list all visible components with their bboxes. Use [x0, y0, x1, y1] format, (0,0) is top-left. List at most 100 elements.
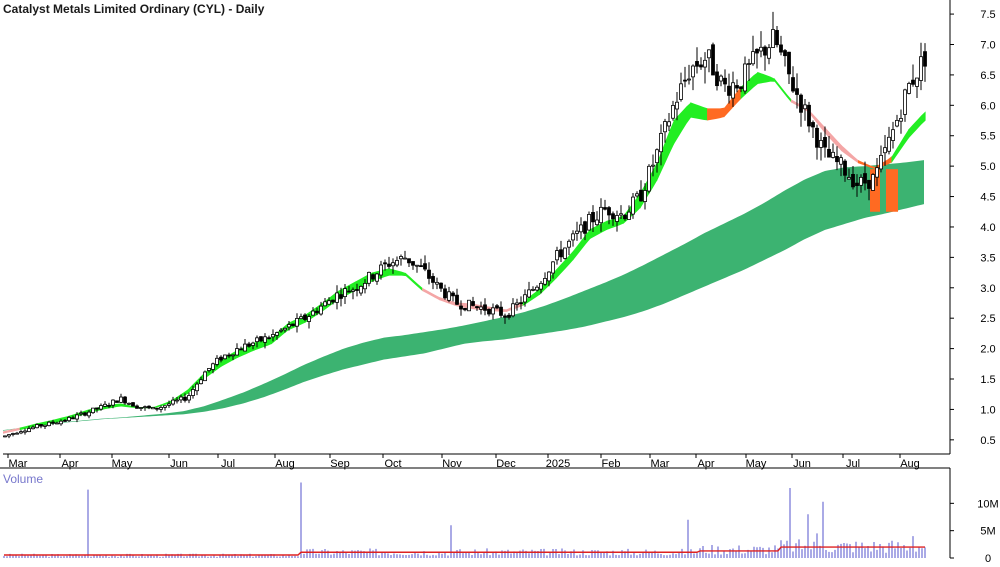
candle-body	[463, 307, 467, 311]
price-y-tick-label: 4.0	[980, 222, 995, 234]
candle-body	[919, 56, 923, 81]
candle-body	[619, 213, 623, 216]
candle-body	[51, 421, 55, 424]
candle-body	[691, 65, 695, 78]
candle-body	[539, 282, 543, 290]
volume-y-tick-label: 5M	[980, 526, 995, 538]
candle-body	[115, 400, 119, 403]
candle-body	[783, 50, 787, 57]
candle-body	[39, 424, 43, 427]
candle-body	[339, 294, 343, 299]
candle-body	[875, 167, 879, 178]
candle-body	[95, 407, 99, 410]
candle-body	[683, 79, 687, 82]
candle-body	[99, 405, 103, 410]
candle-body	[575, 230, 579, 234]
candle-body	[507, 314, 511, 318]
short-term-band-segment	[707, 107, 725, 121]
candle-body	[907, 83, 911, 94]
candle-body	[331, 299, 335, 303]
candle-body	[555, 250, 559, 261]
candle-body	[443, 288, 447, 299]
candle-body	[151, 407, 155, 410]
candle-body	[695, 61, 699, 67]
candle-body	[279, 329, 283, 332]
candle-body	[403, 257, 407, 260]
candle-body	[547, 271, 551, 282]
x-tick-label: Jul	[846, 458, 860, 470]
candle-body	[811, 122, 815, 128]
candle-body	[663, 121, 667, 133]
candle-body	[843, 160, 847, 176]
candle-body	[563, 247, 567, 259]
candle-body	[847, 177, 851, 180]
candle-body	[675, 101, 679, 110]
candle-body	[283, 327, 287, 331]
candle-body	[383, 262, 387, 265]
short-term-band-segment	[187, 372, 205, 395]
candle-body	[515, 302, 519, 305]
candle-body	[87, 411, 91, 417]
candle-body	[871, 174, 875, 191]
candle-body	[639, 189, 643, 202]
price-y-tick-label: 0.5	[980, 435, 995, 447]
candle-body	[175, 399, 179, 402]
candle-body	[767, 47, 771, 59]
short-term-band-segment	[405, 272, 423, 292]
price-y-tick-label: 1.0	[980, 404, 995, 416]
candle-body	[763, 46, 767, 56]
candle-body	[583, 221, 587, 234]
short-term-band-highlight	[886, 169, 898, 212]
candle-body	[851, 174, 855, 188]
short-term-band-segment	[271, 322, 289, 345]
candle-body	[895, 120, 899, 127]
candle-body	[123, 396, 127, 404]
candle-body	[387, 263, 391, 267]
candle-body	[699, 64, 703, 68]
candle-body	[519, 302, 523, 305]
candle-body	[859, 176, 863, 186]
candle-body	[607, 207, 611, 216]
candle-body	[411, 261, 415, 266]
candle-body	[475, 306, 479, 309]
price-y-tick-label: 5.5	[980, 131, 995, 143]
candle-body	[447, 291, 451, 301]
candle-body	[71, 417, 75, 420]
x-tick-label: Apr	[61, 458, 78, 470]
candle-body	[511, 303, 515, 317]
candle-body	[155, 407, 159, 410]
candle-body	[171, 399, 175, 405]
candle-body	[179, 396, 183, 401]
candle-body	[747, 63, 751, 65]
candle-body	[347, 290, 351, 293]
candle-body	[787, 51, 791, 75]
short-term-band-segment	[53, 415, 71, 424]
candle-body	[167, 403, 171, 406]
short-term-band-segment	[673, 102, 691, 145]
candle-body	[531, 288, 535, 291]
candle-body	[735, 85, 739, 89]
candle-body	[891, 129, 895, 141]
candle-body	[751, 51, 755, 65]
candle-body	[559, 249, 563, 258]
candle-body	[711, 44, 715, 76]
candle-body	[23, 430, 27, 433]
candle-body	[203, 371, 207, 382]
price-y-tick-label: 7.0	[980, 39, 995, 51]
candle-body	[887, 136, 891, 152]
candle-body	[527, 289, 531, 298]
candle-body	[883, 147, 887, 154]
candle-body	[819, 140, 823, 148]
volume-y-tick-label: 0	[985, 553, 991, 562]
short-term-band-segment	[254, 337, 272, 351]
candle-body	[335, 292, 339, 303]
candle-body	[267, 337, 271, 340]
long-term-band	[3, 160, 924, 431]
x-tick-label: Feb	[602, 458, 621, 470]
candle-body	[543, 278, 547, 285]
candle-body	[659, 132, 663, 153]
candle-body	[867, 179, 871, 189]
candle-body	[259, 336, 263, 342]
price-y-tick-label: 3.0	[980, 283, 995, 295]
